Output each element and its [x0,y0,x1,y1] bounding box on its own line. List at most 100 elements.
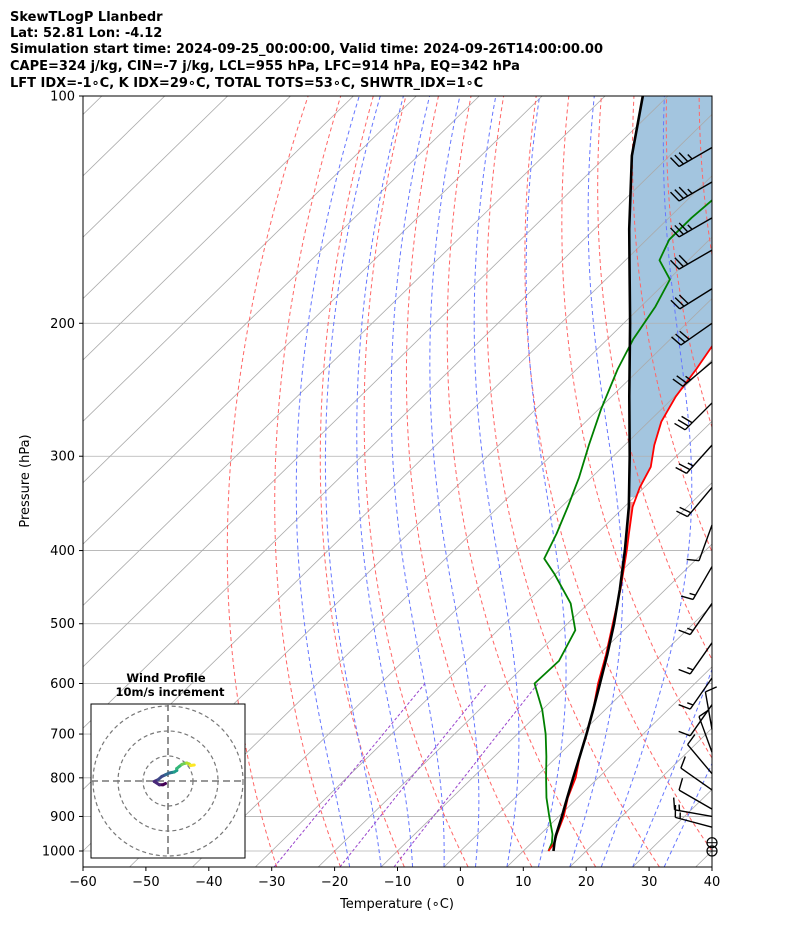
x-tick-label: −40 [195,875,222,890]
barb-flag [678,152,689,162]
barb-half-flag [685,375,691,381]
wind-barb [678,642,713,675]
wind-barb [686,524,713,562]
barb-shaft [704,691,713,730]
wind-barb [674,804,713,828]
barb-flag [677,419,690,427]
dewpoint-line [533,199,712,852]
isotherm--130 [83,96,417,422]
barb-flag [675,466,687,474]
moist-adiabats [295,96,712,867]
x-tick-label: 40 [704,875,721,890]
isotherm--150 [83,96,291,300]
dry-adiabat-20 [446,96,597,867]
dry-adiabat-50 [561,96,712,759]
isotherm--40 [192,359,712,867]
wind-barb [678,677,713,710]
isotherm-50 [759,96,794,867]
barb-shaft [686,444,713,474]
barb-flag [676,510,688,518]
hodograph-inset: Wind Profile 10m/s increment [90,671,246,859]
barb-flag [676,375,688,384]
barb-half-flag [687,188,693,195]
barb-flag [678,778,684,791]
x-tick-label: 30 [641,875,658,890]
moist-adiabat-20 [569,96,624,867]
barb-flag [669,259,680,270]
mixing-ratio-lines [273,683,539,867]
barb-flag [687,734,696,746]
barb-shaft [698,716,713,753]
barb-shaft [680,767,713,791]
wind-barb [671,322,713,346]
barb-flag [674,189,684,200]
barb-shaft [682,361,713,387]
isotherm-20 [569,727,712,867]
x-tick-label: −10 [384,875,411,890]
barb-flag [669,227,680,238]
wind-barb [680,756,713,791]
x-tick-label: 10 [515,875,532,890]
moist-adiabat--10 [324,96,382,867]
inset-title: Wind Profile [126,671,206,685]
wind-barb [669,217,713,238]
mixing-ratio-1 [339,683,488,867]
wind-barb [687,734,713,775]
isotherm--160 [83,96,228,238]
barb-flag [673,797,676,810]
isotherm--140 [83,96,354,361]
barb-shaft [692,566,713,600]
barb-flag [671,336,682,346]
wind-barb [675,444,713,474]
barb-shaft [689,603,713,635]
wind-barb [669,249,713,270]
dry-adiabat-100 [732,96,794,867]
moist-adiabat-25 [600,96,693,867]
barb-flag [678,463,691,471]
isotherm--90 [83,96,669,668]
isotherm-lines [83,96,794,867]
barb-shaft [678,789,713,810]
barb-flag [674,257,684,268]
wind-barb [676,487,713,518]
y-tick-label: 800 [50,771,75,786]
isotherm--120 [83,96,480,484]
mixing-ratio-2 [393,683,539,867]
profile-lines [533,96,712,852]
barb-flag [678,668,691,675]
wind-barbs [669,146,718,857]
dry-adiabat-110 [764,96,794,867]
barb-half-flag [687,627,694,632]
wind-barb [670,288,713,310]
barb-shaft [698,524,713,561]
barb-flag [678,186,689,197]
dry-adiabat--20 [274,96,342,867]
barb-half-flag [687,154,693,160]
barb-shaft [689,642,713,675]
y-tick-label: 300 [50,450,75,465]
y-tick-label: 600 [50,677,75,692]
barb-flag [678,294,689,305]
moist-adiabat--5 [356,96,414,867]
y-tick-label: 900 [50,810,75,825]
hodograph-plot [91,704,245,858]
x-tick-label: 20 [578,875,595,890]
figure-header: SkewTLogP Llanbedr Lat: 52.81 Lon: -4.12… [10,10,603,91]
barb-flag [672,378,684,387]
barb-flag [669,157,680,167]
moist-adiabat-35 [663,762,712,867]
isotherm--100 [83,96,606,607]
barb-half-flag [687,462,694,467]
dry-adiabats [226,96,794,867]
isotherm--20 [317,482,712,867]
barb-flag [674,422,686,431]
y-axis-ticks: 100 200 300 400 500 600 700 800 900 1000 [42,90,83,860]
dry-adiabat-90 [698,96,712,259]
x-axis-label: Temperature (∘C) [339,897,454,912]
barb-half-flag [689,592,696,596]
moist-adiabat-10 [473,96,520,867]
barb-shaft [684,402,713,431]
barb-shaft [689,677,713,710]
barb-shaft [675,816,713,828]
dry-adiabat--30 [226,96,309,867]
